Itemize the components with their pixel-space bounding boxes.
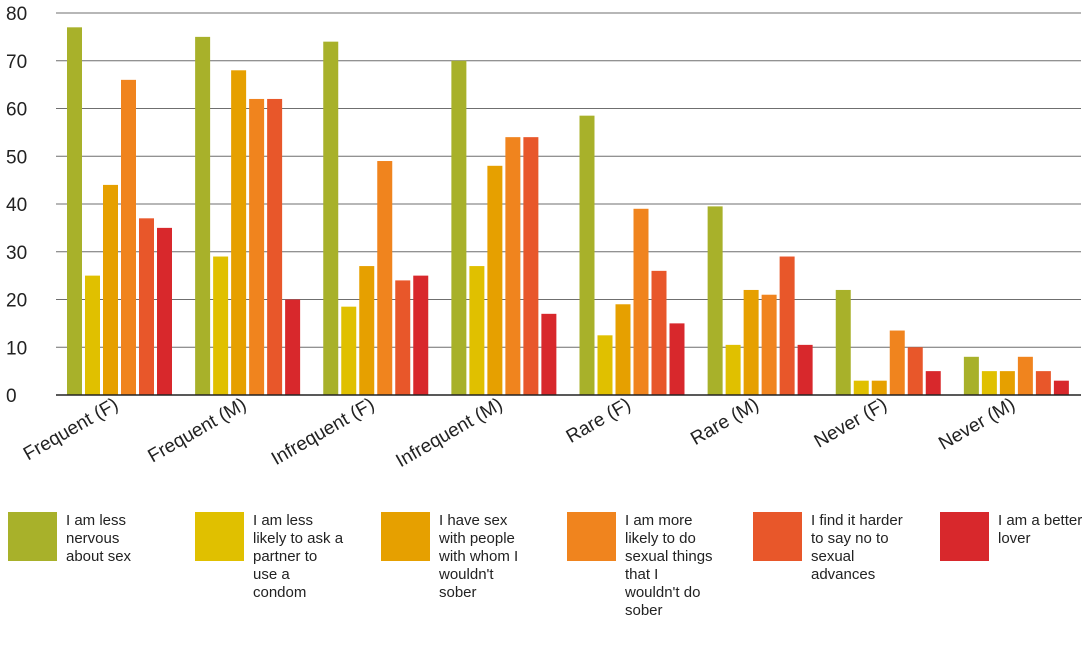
bar xyxy=(505,137,521,395)
bar xyxy=(85,275,100,395)
legend-swatch xyxy=(753,512,802,561)
x-tick-label: Infrequent (M) xyxy=(393,394,507,472)
bar xyxy=(1053,380,1069,395)
legend-item: I am less nervous about sex xyxy=(8,512,158,566)
legend-swatch xyxy=(195,512,244,561)
bar xyxy=(579,115,595,395)
y-tick-label: 40 xyxy=(6,195,27,216)
bar xyxy=(451,60,467,395)
x-tick-label: Rare (M) xyxy=(687,394,762,450)
bar xyxy=(1035,371,1051,395)
legend-item: I have sex with people with whom I would… xyxy=(381,512,531,602)
legend-label: I have sex with people with whom I would… xyxy=(439,512,519,601)
x-tick-label: Never (F) xyxy=(811,394,891,452)
bar xyxy=(871,380,887,395)
legend-label: I am more likely to do sexual things tha… xyxy=(625,512,713,619)
bar xyxy=(213,256,229,395)
bar xyxy=(139,218,154,395)
legend-swatch xyxy=(567,512,616,561)
y-tick-label: 20 xyxy=(6,291,27,312)
bar xyxy=(963,356,979,395)
bar xyxy=(981,371,997,395)
bar xyxy=(669,323,685,395)
legend-label: I am less likely to ask a partner to use… xyxy=(253,512,344,601)
bar xyxy=(377,161,393,395)
legend-item: I am less likely to ask a partner to use… xyxy=(195,512,345,602)
bar xyxy=(249,98,265,395)
x-tick-label: Never (M) xyxy=(935,394,1019,454)
bar xyxy=(707,206,723,395)
bar xyxy=(999,371,1015,395)
y-tick-label: 70 xyxy=(6,52,27,73)
y-axis-ticks: 0 10 20 30 40 50 60 70 80 xyxy=(6,4,27,407)
bar xyxy=(359,266,375,395)
bar xyxy=(413,275,429,395)
bar xyxy=(523,137,539,395)
legend: I am less nervous about sex I am less lik… xyxy=(0,512,1089,646)
legend-label: I find it harder to say no to sexual adv… xyxy=(811,512,903,583)
bar xyxy=(469,266,485,395)
bar xyxy=(541,313,557,395)
legend-swatch xyxy=(8,512,57,561)
y-tick-label: 10 xyxy=(6,338,27,359)
bars xyxy=(67,27,1069,396)
bar xyxy=(285,299,301,395)
x-tick-label: Infrequent (F) xyxy=(268,394,378,470)
bar xyxy=(323,41,339,396)
legend-item: I am more likely to do sexual things tha… xyxy=(567,512,717,620)
bar xyxy=(743,289,759,395)
bar xyxy=(195,36,211,395)
bar xyxy=(341,306,357,395)
bar xyxy=(267,98,283,395)
bar xyxy=(725,344,741,395)
bar xyxy=(615,304,631,395)
bar xyxy=(761,294,777,395)
bar xyxy=(889,330,905,395)
y-tick-label: 80 xyxy=(6,4,27,25)
bar xyxy=(67,27,82,395)
legend-item: I find it harder to say no to sexual adv… xyxy=(753,512,903,584)
legend-label: I am a better lover xyxy=(998,512,1083,547)
x-axis-ticks: Frequent (F) Frequent (M) Infrequent (F) In… xyxy=(20,394,1019,472)
bar xyxy=(925,371,941,395)
bar xyxy=(651,270,667,395)
y-tick-label: 0 xyxy=(6,386,17,407)
bar xyxy=(597,335,613,395)
x-tick-label: Rare (F) xyxy=(563,394,635,448)
bar xyxy=(853,380,869,395)
bar xyxy=(1017,356,1033,395)
bar xyxy=(835,289,851,395)
bar xyxy=(487,165,503,395)
bar xyxy=(157,227,172,395)
bar xyxy=(121,79,136,395)
bar xyxy=(797,344,813,395)
bar xyxy=(633,208,649,395)
legend-label: I am less nervous about sex xyxy=(66,512,132,565)
bar xyxy=(779,256,795,395)
bar xyxy=(103,184,118,395)
y-tick-label: 30 xyxy=(6,243,27,264)
bar xyxy=(231,70,247,396)
y-tick-label: 50 xyxy=(6,147,27,168)
x-tick-label: Frequent (M) xyxy=(145,394,251,467)
legend-item: I am a better lover xyxy=(940,512,1089,561)
bar xyxy=(395,280,411,395)
bar xyxy=(907,347,923,395)
legend-swatch xyxy=(381,512,430,561)
y-tick-label: 60 xyxy=(6,100,27,121)
legend-swatch xyxy=(940,512,989,561)
x-tick-label: Frequent (F) xyxy=(20,394,122,465)
